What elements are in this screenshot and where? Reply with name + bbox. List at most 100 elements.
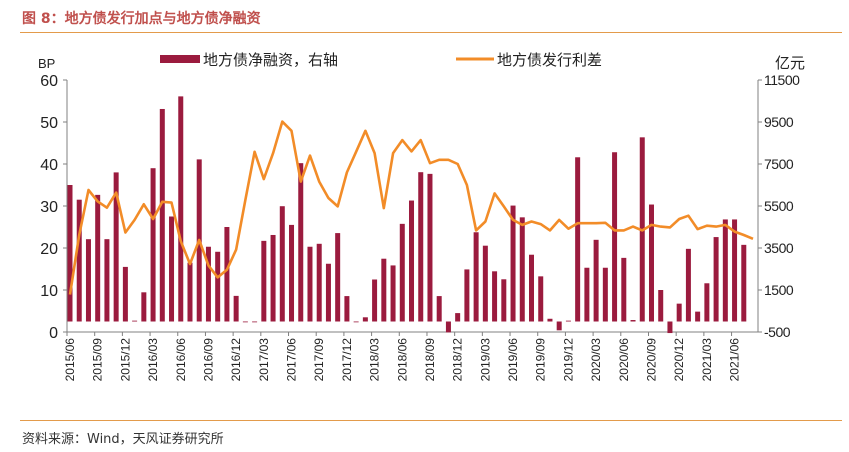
bar (529, 254, 534, 322)
bar (335, 233, 341, 322)
right-tick-label: 1500 (764, 282, 794, 298)
bar (538, 276, 544, 322)
bar (547, 318, 553, 322)
bar (252, 321, 258, 323)
footer-divider (20, 420, 842, 421)
bar (685, 248, 691, 322)
bar (418, 172, 424, 322)
x-tick-label: 2019/09 (534, 338, 548, 382)
bar (409, 200, 415, 322)
x-tick-label: 2015/12 (118, 338, 132, 382)
bar (85, 239, 91, 322)
right-tick-label: 5500 (764, 198, 794, 214)
x-tick-label: 2016/03 (146, 338, 160, 382)
bar (159, 108, 165, 322)
bar (445, 321, 451, 333)
bar (556, 321, 562, 331)
legend-line-label: 地方债发行利差 (497, 52, 602, 69)
bar (658, 290, 664, 322)
x-tick-label: 2016/06 (174, 338, 188, 382)
left-tick-label: 50 (40, 115, 58, 132)
bar (695, 311, 701, 322)
bar (612, 152, 618, 322)
right-tick-label: 3500 (764, 240, 794, 256)
bar (713, 237, 719, 322)
x-tick-label: 2015/06 (63, 338, 77, 382)
bar (67, 185, 73, 322)
x-tick-label: 2019/03 (478, 338, 492, 382)
bar (215, 251, 221, 322)
spread-line (68, 120, 754, 295)
bar (510, 205, 516, 322)
bar (113, 172, 119, 322)
legend-bar-label: 地方债净融资，右轴 (203, 52, 338, 69)
bar (741, 244, 747, 322)
x-tick-label: 2019/12 (561, 338, 575, 382)
legend-bar-swatch (160, 55, 200, 63)
x-tick-label: 2018/12 (451, 338, 465, 382)
bar (95, 194, 101, 322)
bar (344, 296, 350, 322)
bar (325, 263, 331, 322)
bar (372, 279, 378, 322)
left-tick-label: 20 (40, 241, 58, 258)
left-tick-label: 60 (40, 73, 58, 90)
bar (104, 239, 110, 322)
bar (399, 223, 405, 322)
bar (565, 320, 571, 322)
x-tick-label: 2018/06 (395, 338, 409, 382)
x-tick-label: 2017/03 (257, 338, 271, 382)
bar (141, 292, 147, 322)
bar (224, 227, 230, 322)
bar (169, 216, 175, 322)
bar (436, 296, 442, 322)
bar (722, 219, 728, 322)
x-tick-label: 2016/09 (201, 338, 215, 382)
left-tick-label: 0 (49, 325, 58, 342)
bar (501, 279, 507, 322)
figure-title: 图 8：地方债发行加点与地方债净融资 (22, 11, 261, 27)
right-tick-label: -500 (764, 324, 791, 340)
bar (307, 246, 313, 322)
x-tick-label: 2017/12 (340, 338, 354, 382)
bar (519, 217, 525, 322)
x-tick-label: 2021/03 (700, 338, 714, 382)
bar (122, 266, 128, 322)
bar (482, 245, 488, 322)
bar (473, 232, 479, 322)
x-tick-label: 2020/09 (644, 338, 658, 382)
right-tick-label: 9500 (764, 114, 794, 130)
bar (584, 267, 590, 322)
bar (362, 317, 368, 322)
bar (261, 240, 267, 322)
source-note: 资料来源：Wind，天风证券研究所 (22, 432, 224, 447)
bar (381, 258, 387, 322)
bar (704, 283, 710, 322)
bar (233, 295, 239, 322)
bar (427, 173, 433, 322)
bar (132, 320, 138, 322)
x-tick-label: 2019/06 (506, 338, 520, 382)
bar (602, 267, 608, 322)
bar (630, 320, 636, 322)
bar (353, 321, 359, 323)
left-tick-label: 30 (40, 199, 58, 216)
left-tick-label: 10 (40, 283, 58, 300)
x-tick-label: 2020/12 (672, 338, 686, 382)
x-tick-label: 2021/06 (728, 338, 742, 382)
bar (667, 321, 673, 334)
bar (492, 271, 498, 322)
x-tick-label: 2020/06 (617, 338, 631, 382)
bar (150, 168, 156, 322)
bar (676, 303, 682, 322)
bar (298, 163, 304, 322)
left-axis-unit: BP (38, 56, 55, 71)
x-tick-label: 2017/06 (285, 338, 299, 382)
bar (242, 321, 248, 323)
x-tick-label: 2017/09 (312, 338, 326, 382)
bar (648, 204, 654, 322)
bar (289, 224, 295, 322)
bar (593, 239, 599, 322)
bar (575, 157, 581, 322)
